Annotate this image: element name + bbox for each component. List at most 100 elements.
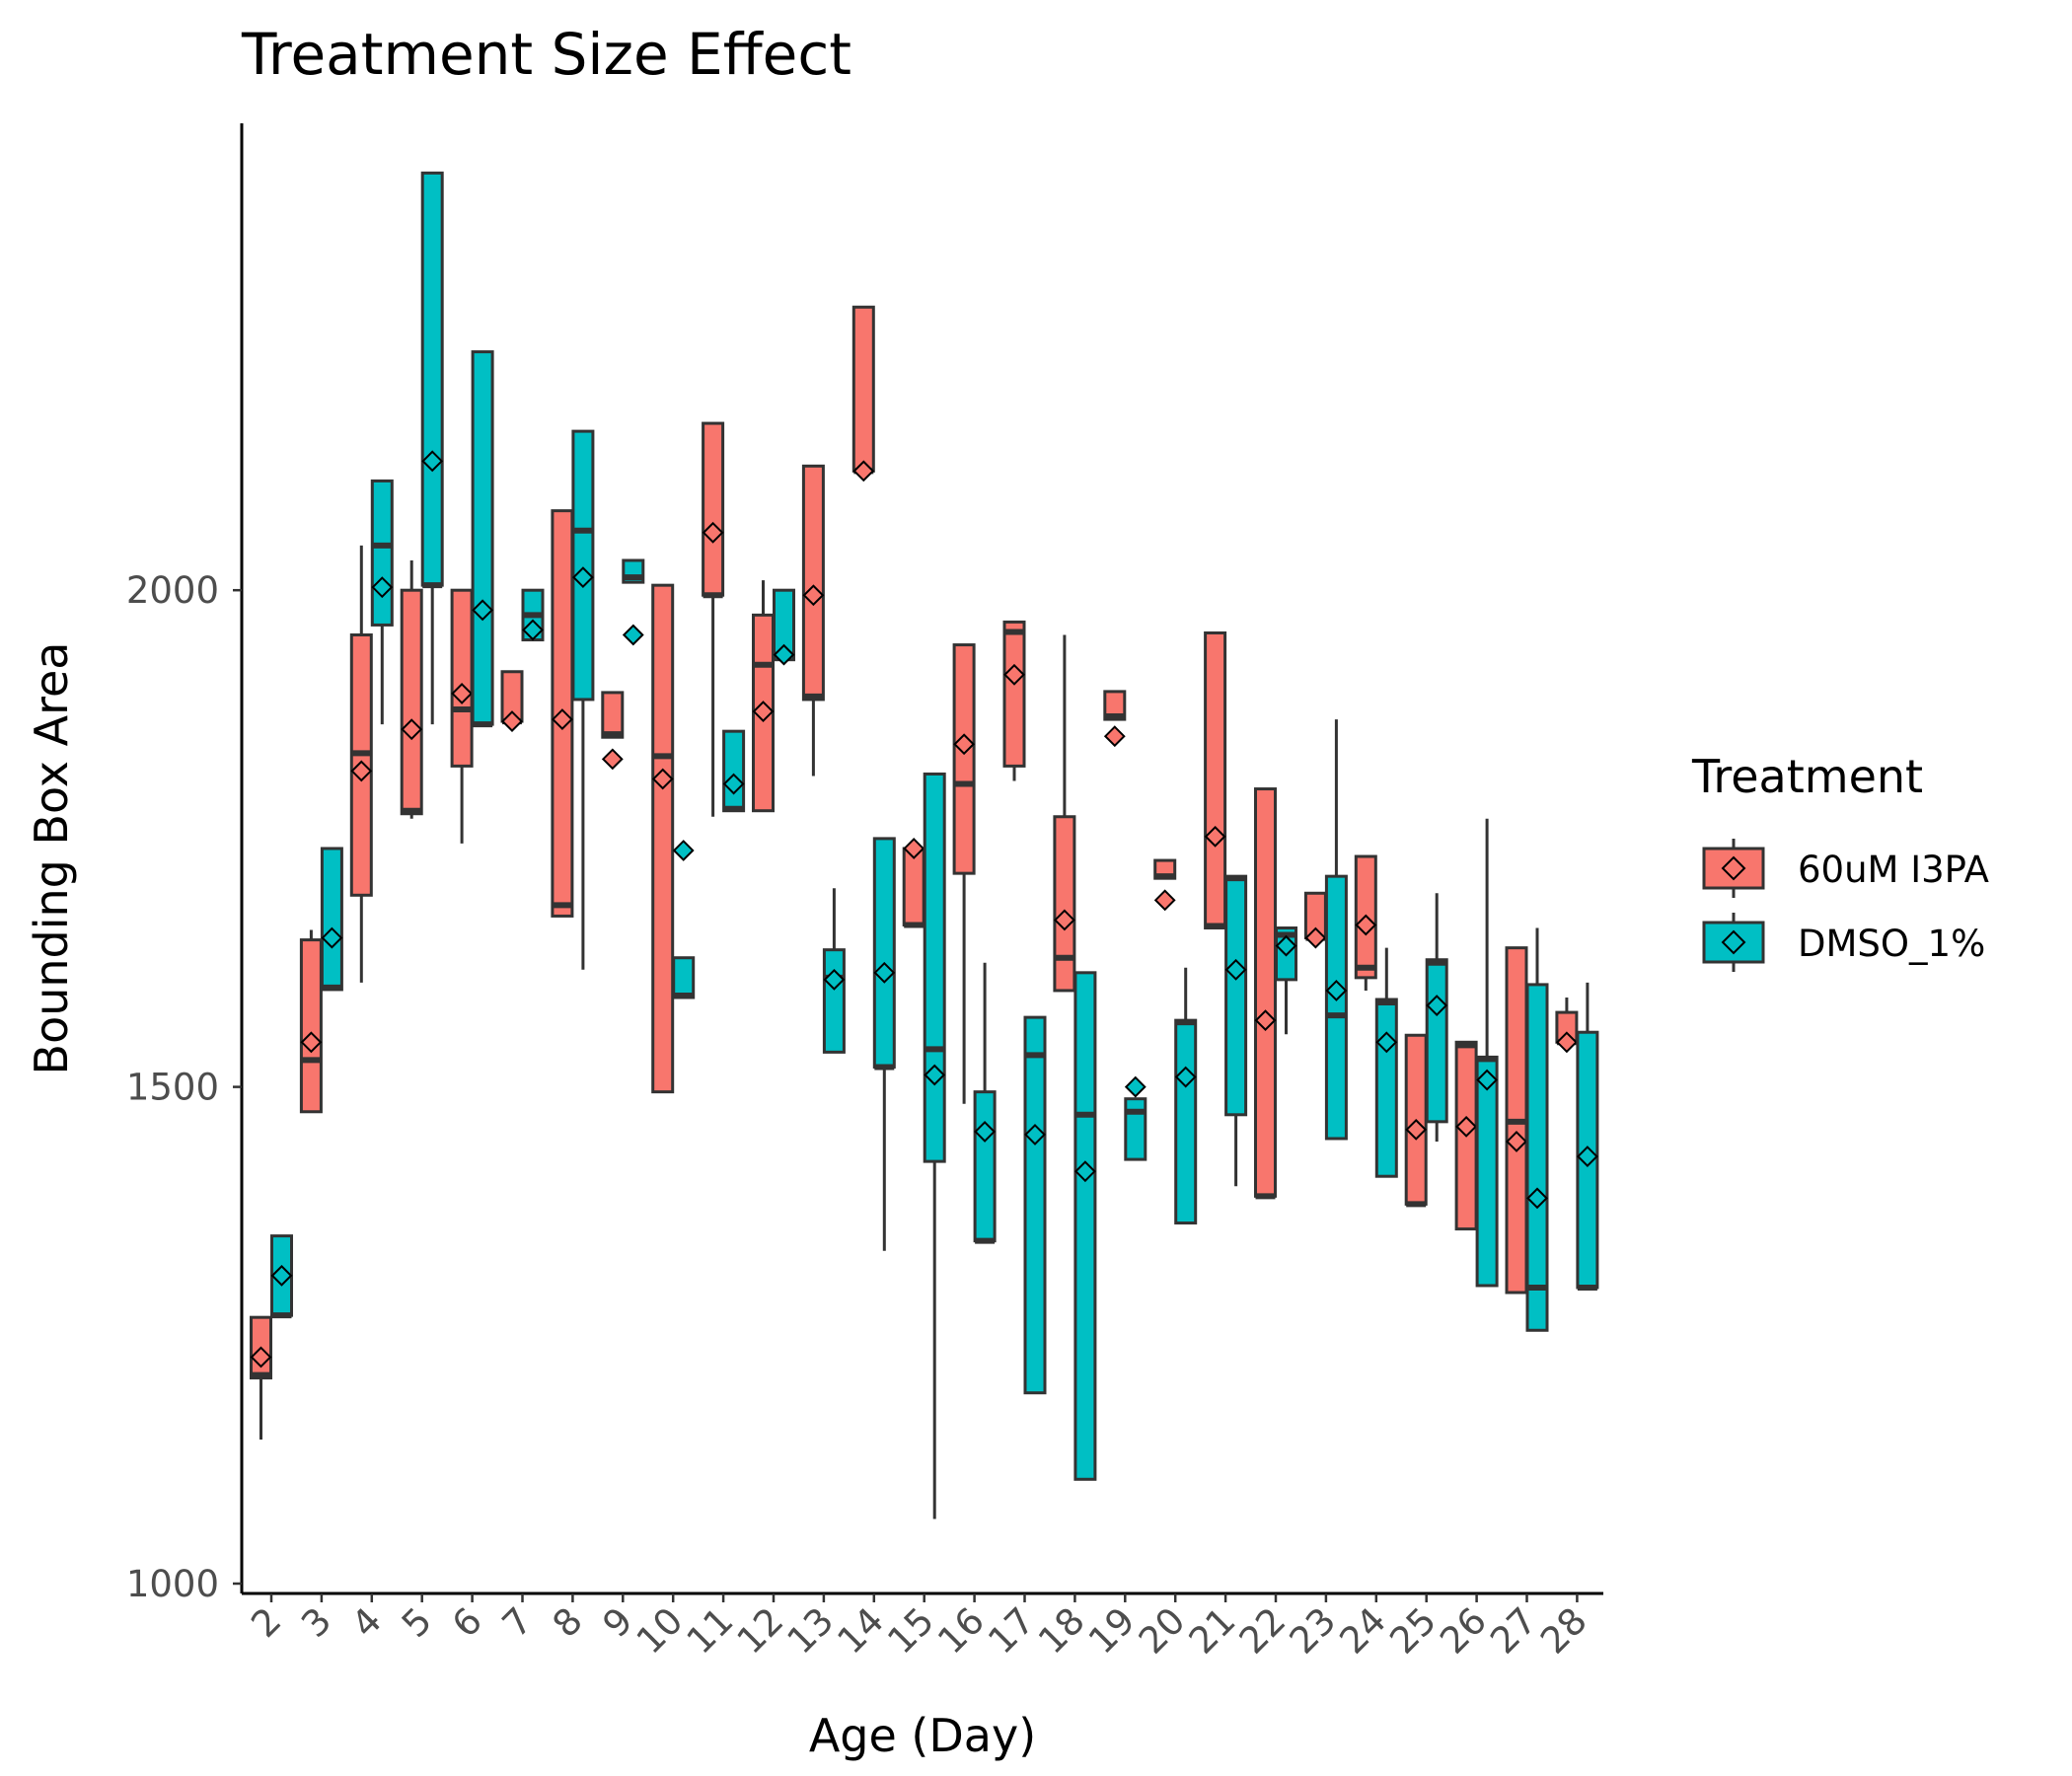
- box-dmso-day-13: [822, 888, 846, 1054]
- x-axis-label: Age (Day): [809, 1709, 1036, 1762]
- mean-point: [1053, 909, 1075, 931]
- box-body: [1103, 690, 1127, 721]
- mean-point: [250, 1346, 272, 1369]
- legend-key-box: [1702, 847, 1765, 890]
- mean-point: [1325, 980, 1348, 1001]
- mean-point: [1476, 1069, 1499, 1091]
- box-i3pa-day-10: [651, 583, 675, 1094]
- x-tick-label: 6: [444, 1599, 490, 1646]
- mean-point: [1576, 1146, 1598, 1167]
- mean-point: [1555, 1031, 1578, 1054]
- box-dmso-day-4: [370, 479, 394, 725]
- mean-point: [1526, 1187, 1548, 1210]
- box-dmso-day-11: [722, 729, 746, 813]
- mean-point: [451, 682, 474, 704]
- mean-point: [903, 838, 925, 859]
- box-body: [1224, 874, 1248, 1117]
- box-dmso-day-8: [571, 429, 595, 970]
- box-i3pa-day-27: [1505, 946, 1528, 1295]
- mean-point: [1455, 1115, 1478, 1138]
- box-dmso-day-24: [1374, 947, 1398, 1178]
- box-body: [851, 305, 875, 473]
- box-body: [1425, 958, 1448, 1124]
- box-body: [1254, 787, 1277, 1198]
- box-body: [973, 1090, 997, 1243]
- mean-point: [1124, 1075, 1147, 1098]
- mean-point: [371, 576, 394, 599]
- box-body: [1475, 1055, 1499, 1288]
- mean-point: [752, 701, 775, 722]
- box-body: [1525, 983, 1549, 1332]
- box-body: [902, 847, 925, 926]
- mean-point: [350, 760, 373, 782]
- chart-title: Treatment Size Effect: [241, 21, 851, 88]
- box-i3pa-day-17: [1002, 620, 1026, 781]
- box-dmso-day-15: [923, 772, 946, 1519]
- y-axis-ticks: 1000 1500 2000: [126, 569, 242, 1605]
- box-body: [601, 691, 625, 739]
- box-body: [1023, 1015, 1047, 1395]
- mean-point: [300, 1031, 323, 1054]
- box-dmso-day-10: [672, 840, 696, 999]
- mean-point: [974, 1120, 997, 1143]
- box-i3pa-day-13: [801, 464, 825, 777]
- box-dmso-day-27: [1525, 927, 1549, 1332]
- mean-point: [773, 643, 795, 666]
- box-i3pa-day-7: [500, 670, 524, 733]
- box-body: [1324, 874, 1348, 1141]
- box-i3pa-day-22: [1254, 787, 1277, 1200]
- box-i3pa-day-9: [601, 691, 625, 771]
- box-i3pa-day-24: [1354, 854, 1377, 991]
- box-body: [672, 956, 696, 999]
- box-dmso-day-5: [420, 171, 444, 725]
- box-dmso-day-21: [1224, 874, 1248, 1187]
- box-i3pa-day-20: [1153, 858, 1177, 912]
- box-i3pa-day-14: [851, 305, 875, 482]
- box-body: [722, 729, 746, 813]
- box-body: [651, 583, 675, 1094]
- legend-item-dmso: DMSO_1%: [1702, 913, 1985, 972]
- x-axis-ticks: 2 3 4 5 6 7 8 910111213141516171819202122232425…: [243, 1593, 1595, 1663]
- legend-items: 60uM I3PA DMSO_1%: [1702, 839, 1989, 972]
- mean-point: [401, 718, 423, 741]
- mean-point: [1003, 663, 1025, 686]
- box-body: [400, 588, 423, 816]
- box-i3pa-day-19: [1103, 690, 1127, 748]
- mean-point: [1224, 958, 1247, 981]
- mean-point: [924, 1064, 946, 1086]
- y-tick-label: 2000: [126, 569, 219, 612]
- box-i3pa-day-11: [702, 421, 725, 817]
- mean-point: [1304, 926, 1327, 949]
- mean-point: [270, 1264, 293, 1287]
- box-body: [320, 847, 343, 992]
- box-body: [1002, 620, 1026, 768]
- mean-point: [321, 926, 343, 949]
- x-tick-label: 2: [243, 1599, 289, 1646]
- box-body: [923, 772, 946, 1163]
- mean-point: [421, 450, 444, 473]
- mean-point: [873, 961, 896, 984]
- box-body: [571, 429, 595, 702]
- box-i3pa-day-5: [400, 559, 423, 819]
- legend: Treatment 60uM I3PA DMSO_1%: [1691, 750, 1989, 972]
- box-body: [702, 421, 725, 597]
- plot-area: [250, 171, 1599, 1519]
- box-body: [420, 171, 444, 587]
- box-dmso-day-25: [1425, 893, 1448, 1142]
- mean-point: [571, 566, 594, 589]
- legend-title: Treatment: [1691, 750, 1923, 803]
- legend-key-box: [1702, 921, 1765, 964]
- box-i3pa-day-8: [551, 509, 574, 918]
- box-body: [1053, 815, 1076, 993]
- mean-point: [1506, 1131, 1527, 1152]
- box-dmso-day-14: [872, 837, 896, 1251]
- box-i3pa-day-15: [902, 838, 925, 928]
- box-dmso-day-7: [521, 588, 545, 642]
- box-body: [1124, 1097, 1147, 1161]
- mean-point: [522, 619, 544, 641]
- legend-label: 60uM I3PA: [1798, 849, 1989, 891]
- mean-point: [651, 768, 674, 790]
- box-i3pa-day-2: [250, 1315, 272, 1441]
- box-body: [450, 588, 474, 768]
- box-dmso-day-28: [1576, 982, 1599, 1291]
